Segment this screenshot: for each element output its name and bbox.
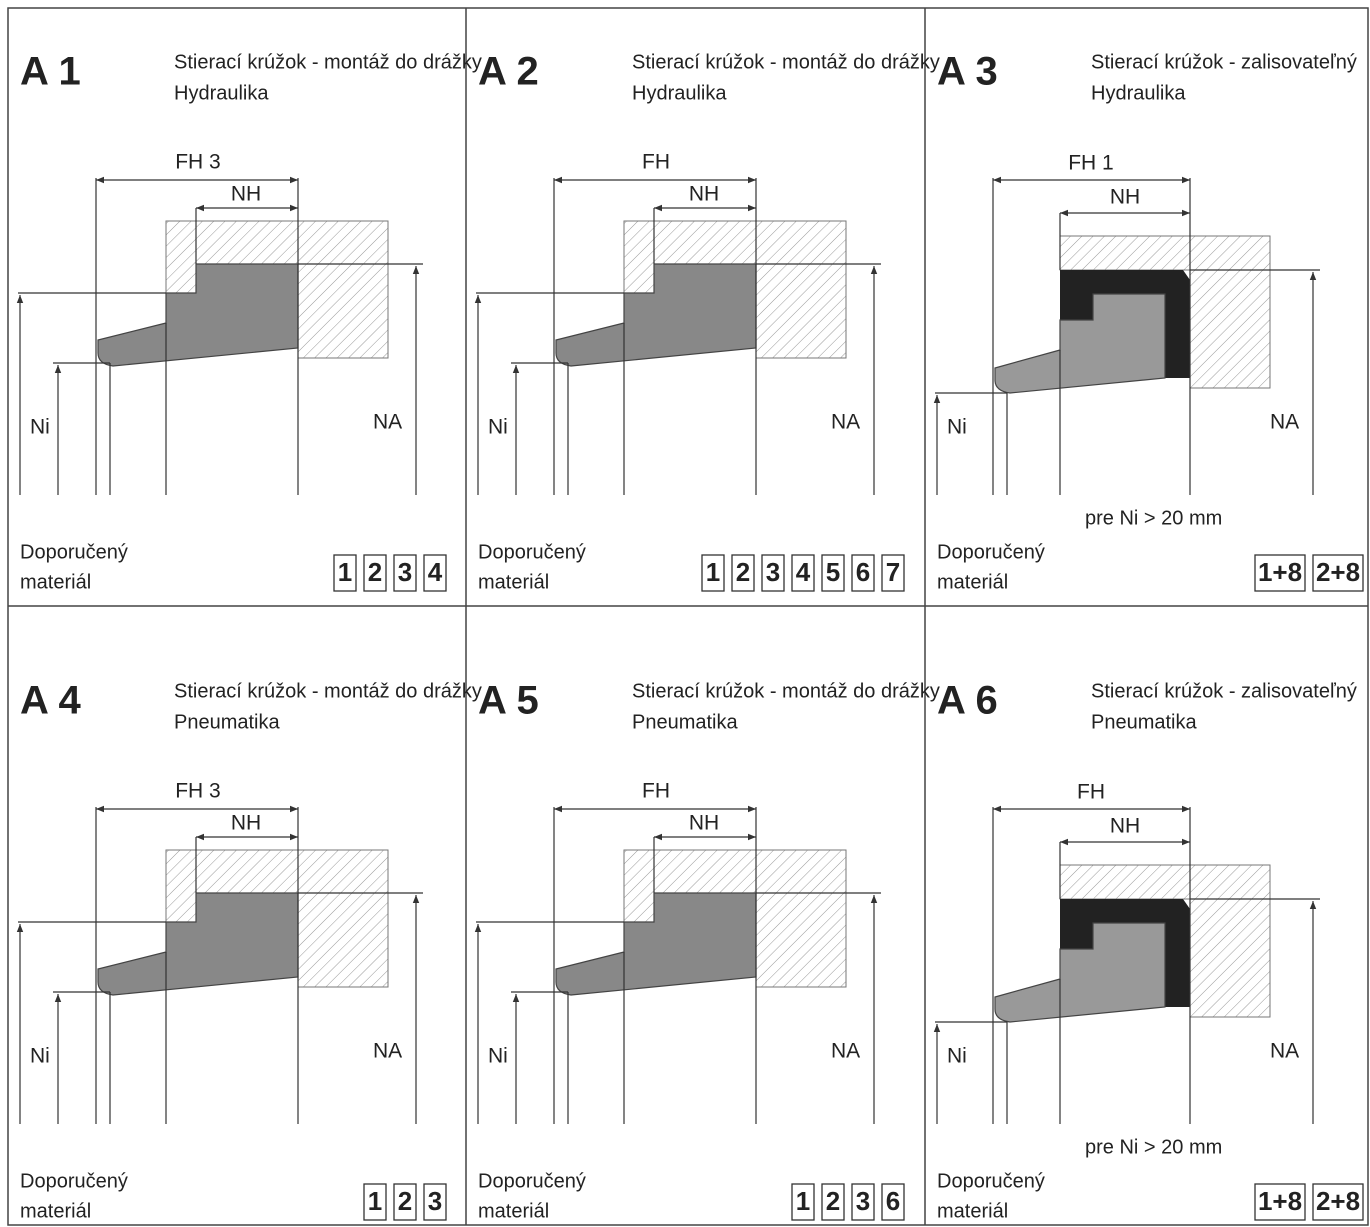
panel-subtitle: Hydraulika	[1091, 82, 1186, 104]
ni-label: Ni	[30, 1045, 50, 1068]
material-label: materiál	[937, 1200, 1008, 1222]
material-label: materiál	[478, 571, 549, 593]
wiper-seal	[98, 264, 298, 366]
na-label: NA	[1270, 1040, 1299, 1063]
nh-label: NH	[231, 812, 261, 835]
ni-label: Ni	[30, 416, 50, 439]
material-code: 2	[826, 1186, 840, 1216]
diagram	[18, 178, 423, 495]
material-code: 4	[428, 557, 443, 587]
panel-subtitle: Hydraulika	[174, 82, 269, 104]
material-code: 6	[886, 1186, 900, 1216]
panel: A 4 Stierací krúžok - montáž do drážky Pne…	[18, 679, 482, 1223]
fh-label: FH 1	[1068, 152, 1114, 175]
panel-code: A 6	[937, 679, 998, 723]
diagram	[476, 807, 881, 1124]
material-label: Doporučený	[937, 1170, 1045, 1192]
material-code: 2	[368, 557, 382, 587]
ni-label: Ni	[947, 1045, 967, 1068]
diagram	[935, 807, 1320, 1124]
fh-label: FH	[1077, 781, 1105, 804]
fh-label: FH	[642, 780, 670, 803]
material-code: 2+8	[1316, 557, 1360, 587]
material-code: 3	[856, 1186, 870, 1216]
material-label: Doporučený	[20, 1170, 128, 1192]
ni-label: Ni	[488, 416, 508, 439]
panel-title: Stierací krúžok - zalisovateľný	[1091, 51, 1357, 73]
material-code: 2	[736, 557, 750, 587]
material-label: Doporučený	[937, 541, 1045, 563]
material-code: 5	[826, 557, 840, 587]
material-label: Doporučený	[20, 541, 128, 563]
material-code: 1	[338, 557, 352, 587]
panel-title: Stierací krúžok - zalisovateľný	[1091, 680, 1357, 702]
fh-label: FH 3	[175, 151, 221, 174]
panel-subtitle: Pneumatika	[1091, 711, 1197, 733]
material-code: 2	[398, 1186, 412, 1216]
wiper-seal	[98, 893, 298, 995]
fh-label: FH 3	[175, 780, 221, 803]
diagram	[476, 178, 881, 495]
note: pre Ni > 20 mm	[1085, 507, 1222, 529]
material-label: materiál	[937, 571, 1008, 593]
nh-label: NH	[689, 183, 719, 206]
panel-subtitle: Hydraulika	[632, 82, 727, 104]
material-label: materiál	[20, 571, 91, 593]
panel-title: Stierací krúžok - montáž do drážky	[632, 51, 940, 73]
material-code: 3	[766, 557, 780, 587]
nh-label: NH	[231, 183, 261, 206]
material-code: 1	[368, 1186, 382, 1216]
material-code: 3	[428, 1186, 442, 1216]
panel-subtitle: Pneumatika	[174, 711, 280, 733]
panel-code: A 1	[20, 50, 81, 94]
material-code: 1	[796, 1186, 810, 1216]
na-label: NA	[373, 411, 402, 434]
ni-label: Ni	[947, 416, 967, 439]
panel-title: Stierací krúžok - montáž do drážky	[174, 51, 482, 73]
panel-code: A 5	[478, 679, 539, 723]
panel: A 3 Stierací krúžok - zalisovateľný Hydrau…	[935, 50, 1363, 594]
panel-title: Stierací krúžok - montáž do drážky	[174, 680, 482, 702]
diagram	[935, 178, 1320, 495]
ni-label: Ni	[488, 1045, 508, 1068]
material-code: 1+8	[1258, 557, 1302, 587]
panel: A 2 Stierací krúžok - montáž do drážky Hyd…	[476, 50, 940, 594]
material-label: materiál	[20, 1200, 91, 1222]
material-code: 7	[886, 557, 900, 587]
material-code: 6	[856, 557, 870, 587]
panel: A 5 Stierací krúžok - montáž do drážky Pne…	[476, 679, 940, 1223]
material-label: Doporučený	[478, 541, 586, 563]
nh-label: NH	[689, 812, 719, 835]
nh-label: NH	[1110, 186, 1140, 209]
panel-subtitle: Pneumatika	[632, 711, 738, 733]
panel-title: Stierací krúžok - montáž do drážky	[632, 680, 940, 702]
na-label: NA	[831, 411, 860, 434]
material-label: Doporučený	[478, 1170, 586, 1192]
fh-label: FH	[642, 151, 670, 174]
panel-code: A 4	[20, 679, 82, 723]
wiper-seal	[556, 893, 756, 995]
panel: A 6 Stierací krúžok - zalisovateľný Pneuma…	[935, 679, 1363, 1223]
material-code: 1+8	[1258, 1186, 1302, 1216]
nh-label: NH	[1110, 815, 1140, 838]
material-label: materiál	[478, 1200, 549, 1222]
material-code: 2+8	[1316, 1186, 1360, 1216]
na-label: NA	[373, 1040, 402, 1063]
note: pre Ni > 20 mm	[1085, 1136, 1222, 1158]
panel-code: A 3	[937, 50, 998, 94]
catalog-sheet: A 1 Stierací krúžok - montáž do drážky Hyd…	[0, 0, 1370, 1227]
wiper-seal	[556, 264, 756, 366]
material-code: 4	[796, 557, 811, 587]
material-code: 3	[398, 557, 412, 587]
na-label: NA	[1270, 411, 1299, 434]
material-code: 1	[706, 557, 720, 587]
panel: A 1 Stierací krúžok - montáž do drážky Hyd…	[18, 50, 482, 594]
diagram	[18, 807, 423, 1124]
panel-code: A 2	[478, 50, 539, 94]
na-label: NA	[831, 1040, 860, 1063]
